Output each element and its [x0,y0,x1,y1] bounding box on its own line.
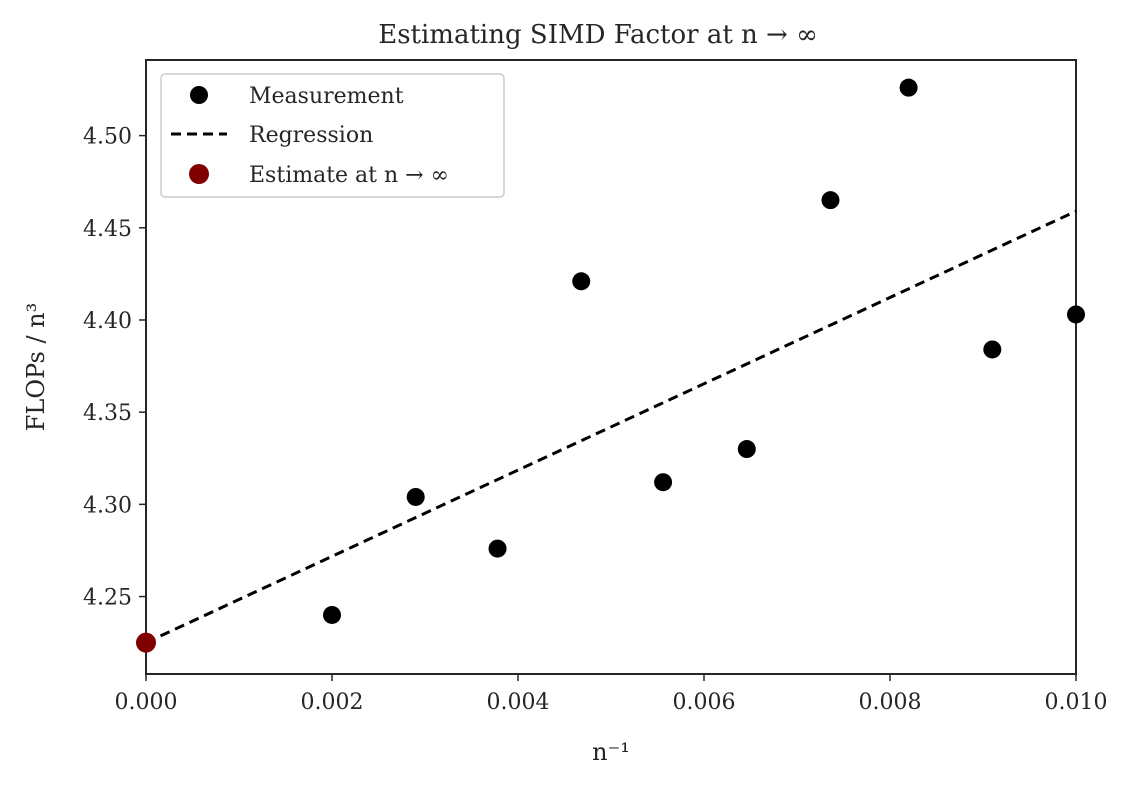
y-tick-label: 4.30 [83,493,132,518]
measurement-point [899,78,918,97]
regression-line [145,209,1077,645]
x-tick-label: 0.006 [673,690,736,715]
y-tick-label: 4.40 [83,309,132,334]
legend-box [160,73,505,198]
x-tick-label: 0.002 [301,690,364,715]
legend-measurement-marker [190,86,208,104]
measurement-point [572,272,591,291]
legend-estimate-label: Estimate at n → ∞ [249,163,449,188]
measurement-point [323,605,341,624]
measurement-point [654,473,673,492]
chart-title: Estimating SIMD Factor at n → ∞ [378,20,818,50]
x-tick-label: 0.010 [1045,690,1108,715]
y-tick-label: 4.45 [83,217,132,242]
x-tick-label: 0.008 [859,690,922,715]
measurement-point [488,539,507,558]
plot-marks [136,78,1085,653]
y-tick-label: 4.25 [83,586,132,611]
legend-estimate-marker [189,164,209,184]
y-axis-ticks: 4.25 4.30 4.35 4.40 4.45 4.50 [83,125,146,611]
x-axis-label: n⁻¹ [592,738,630,766]
measurement-point [406,487,425,506]
x-tick-label: 0.004 [487,690,550,715]
legend-measurement-label: Measurement [249,84,404,109]
x-tick-label: 0.000 [115,690,178,715]
measurement-point [737,440,756,459]
plot-frame [145,59,1077,675]
legend-regression-label: Regression [249,123,373,148]
estimate-point [136,632,156,653]
y-tick-label: 4.35 [83,401,132,426]
measurement-point [821,191,840,210]
measurement-point [983,340,1002,359]
x-axis-ticks: 0.000 0.002 0.004 0.006 0.008 0.010 [115,674,1108,715]
measurement-point [1067,305,1085,324]
y-tick-label: 4.50 [83,125,132,150]
y-axis-label: FLOPs / n³ [22,303,50,432]
legend: Measurement Regression Estimate at n → ∞ [160,73,505,198]
